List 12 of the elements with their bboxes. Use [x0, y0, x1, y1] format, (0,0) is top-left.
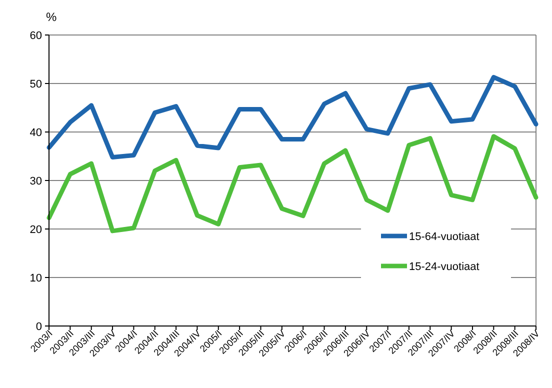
legend-label: 15-24-vuotiaat [409, 261, 480, 273]
y-tick-label: 0 [36, 321, 42, 333]
line-series [46, 74, 538, 160]
y-tick-label: 60 [30, 30, 42, 42]
line-series [46, 134, 538, 234]
y-axis-title: % [46, 10, 57, 24]
y-tick-label: 20 [30, 224, 42, 236]
legend-label: 15-64-vuotiaat [409, 231, 480, 243]
y-tick-label: 50 [30, 78, 42, 90]
y-tick-label: 30 [30, 176, 42, 188]
y-tick-label: 40 [30, 127, 42, 139]
y-tick-label: 10 [30, 272, 42, 284]
